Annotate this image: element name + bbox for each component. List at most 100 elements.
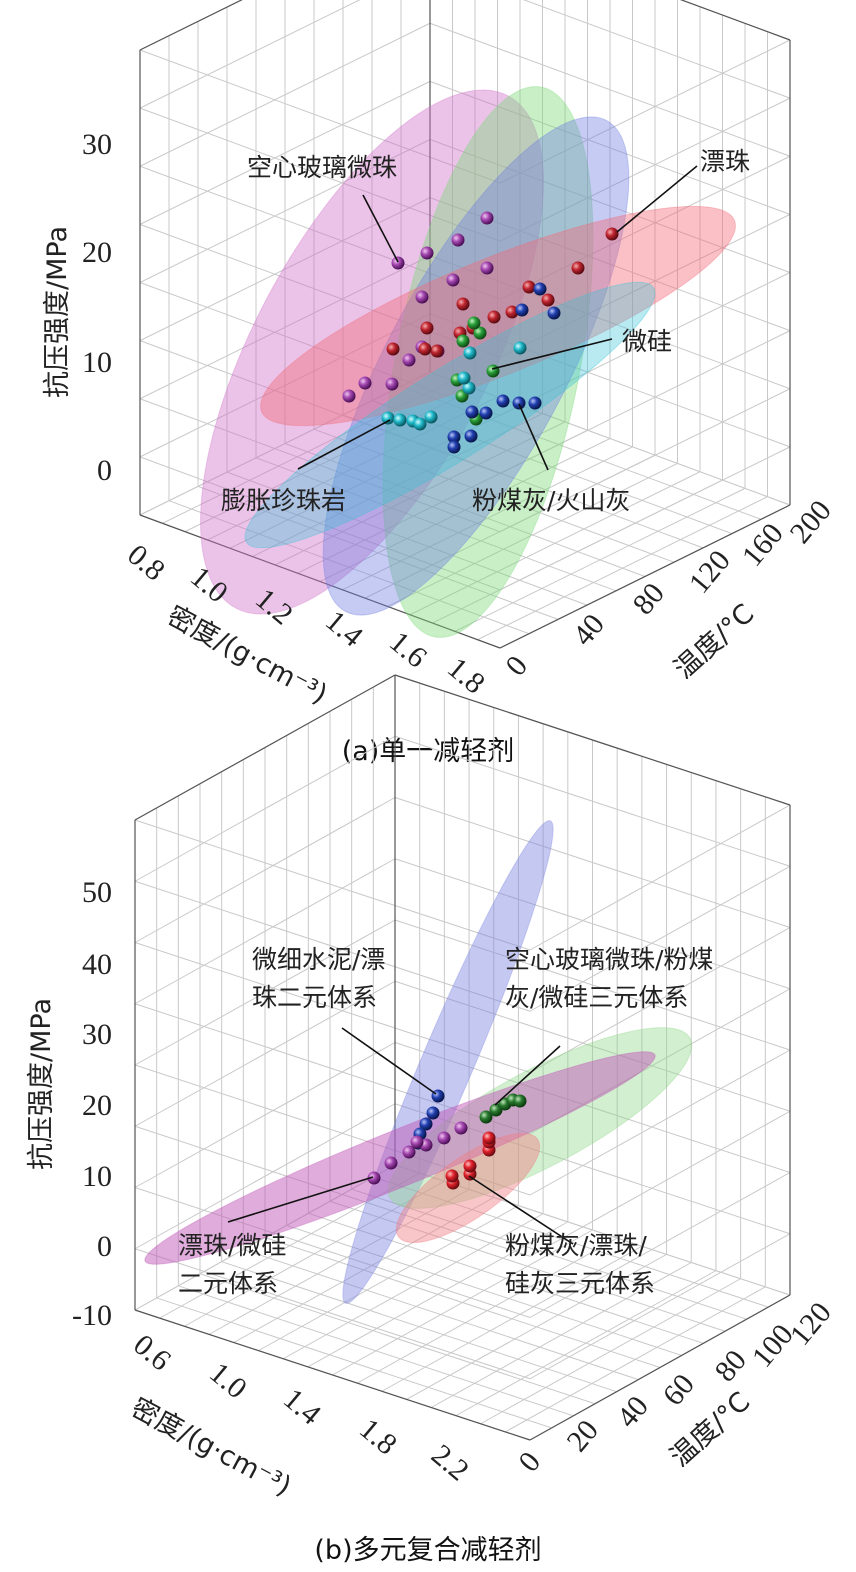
b-ytick-1: 20 bbox=[560, 1414, 605, 1458]
a-ytick-2: 80 bbox=[626, 577, 671, 621]
b-grid-floor-b bbox=[178, 1285, 574, 1417]
a-point bbox=[505, 305, 519, 319]
b-xtick-2: 1.4 bbox=[277, 1382, 327, 1431]
b-grid-floor-b bbox=[221, 1261, 617, 1393]
b-point bbox=[437, 1131, 451, 1145]
b-grid-z-floorright bbox=[529, 1233, 791, 1380]
a-point bbox=[480, 211, 494, 225]
b-ztick-30: 30 bbox=[82, 1018, 112, 1051]
a-point bbox=[522, 280, 536, 294]
b-point bbox=[367, 1171, 381, 1185]
a-point bbox=[515, 303, 529, 317]
chart-panel-a: 0 10 20 30 0.8 1.0 1.2 1.4 1.6 1.8 0 40 … bbox=[42, 0, 838, 767]
b-grid-z-floorright bbox=[529, 927, 791, 1073]
b-leader-line-3 bbox=[468, 1175, 574, 1245]
a-ztick-20: 20 bbox=[82, 236, 112, 269]
b-caption: (b)多元复合减轻剂 bbox=[314, 1535, 541, 1566]
b-point bbox=[426, 1106, 440, 1120]
b-grid-z-floorleft bbox=[134, 942, 531, 1073]
a-ztick-30: 30 bbox=[82, 128, 112, 161]
a-xtick-0: 0.8 bbox=[121, 538, 171, 587]
b-grid-floor-b bbox=[394, 1164, 791, 1296]
b-frame-top-right bbox=[394, 674, 791, 806]
a-ytick-0: 0 bbox=[499, 650, 534, 683]
a-point bbox=[413, 417, 427, 431]
a-point bbox=[512, 396, 526, 410]
a-grid-z-floorright bbox=[499, 272, 791, 416]
b-point bbox=[454, 1121, 468, 1135]
a-point bbox=[447, 440, 461, 454]
b-point bbox=[384, 1156, 398, 1170]
b-point bbox=[402, 1145, 416, 1159]
b-ytick-2: 40 bbox=[610, 1390, 655, 1434]
b-leader-line-0 bbox=[341, 1027, 437, 1095]
a-leader-line-3 bbox=[297, 419, 391, 470]
a-point bbox=[342, 389, 356, 403]
a-ylabel: 温度/°C bbox=[668, 598, 760, 685]
a-frame-floor-left bbox=[139, 514, 501, 649]
chart-a-leader-lines bbox=[297, 165, 698, 471]
a-grid-z-floorright bbox=[499, 97, 791, 242]
b-grid-z-floorright bbox=[529, 1172, 791, 1318]
b-point bbox=[513, 1094, 527, 1108]
a-point bbox=[456, 297, 470, 311]
b-frame-floor-right bbox=[529, 1294, 791, 1441]
a-point bbox=[451, 233, 465, 247]
b-point bbox=[410, 1135, 424, 1149]
a-point bbox=[402, 353, 416, 367]
b-label-ternary-glass-line2: 灰/微硅三元体系 bbox=[505, 983, 688, 1012]
a-point bbox=[496, 394, 510, 408]
b-grid-floor-b bbox=[199, 1273, 596, 1405]
b-label-microcement-line1: 微细水泥/漂 bbox=[252, 945, 385, 974]
b-ellipse-binary-floatbead bbox=[144, 1051, 656, 1265]
a-grid-floor-b bbox=[400, 385, 762, 520]
b-grid-z-floorright bbox=[529, 865, 791, 1012]
b-grid-z-floorleft bbox=[134, 1248, 531, 1380]
b-label-microcement-line2: 珠二元体系 bbox=[252, 983, 377, 1012]
b-ztick-40: 40 bbox=[82, 948, 112, 981]
a-label-hollow-glass: 空心玻璃微珠 bbox=[247, 153, 397, 182]
a-leader-line-2 bbox=[491, 338, 613, 370]
b-leader-line-2 bbox=[227, 1176, 374, 1223]
a-point bbox=[381, 411, 395, 425]
b-point bbox=[482, 1131, 496, 1145]
a-ytick-4: 160 bbox=[736, 517, 790, 573]
a-frame-top-left bbox=[139, 0, 243, 51]
a-zlabel: 抗压强度/MPa bbox=[42, 226, 73, 398]
b-label-binary-floatbead: 漂珠/微硅 二元体系 bbox=[178, 1231, 294, 1298]
a-grid-floor-b bbox=[429, 371, 791, 506]
a-point bbox=[571, 261, 585, 275]
a-point bbox=[486, 364, 500, 378]
chart-a-grid bbox=[139, 0, 791, 649]
a-grid-z-floorright bbox=[499, 39, 791, 184]
b-ztick-20: 20 bbox=[82, 1089, 112, 1122]
a-ztick-0: 0 bbox=[97, 454, 112, 487]
a-point bbox=[463, 346, 477, 360]
a-grid-z-floorleft bbox=[139, 340, 501, 475]
b-xtick-3: 1.8 bbox=[353, 1412, 403, 1461]
a-frame-top-right bbox=[679, 0, 791, 41]
chart-a-points bbox=[342, 211, 619, 454]
a-grid-floor-b bbox=[197, 485, 559, 620]
a-point bbox=[420, 246, 434, 260]
a-point bbox=[533, 282, 547, 296]
a-grid-floor-b bbox=[168, 500, 530, 635]
a-point bbox=[418, 342, 432, 356]
a-point bbox=[465, 405, 479, 419]
a-caption: (a)单一减轻剂 bbox=[342, 736, 515, 767]
a-ellipse-perlite bbox=[244, 281, 656, 549]
b-frame bbox=[134, 674, 791, 1441]
a-ztick-10: 10 bbox=[82, 346, 112, 379]
a-grid-z-floorleft bbox=[139, 223, 501, 358]
a-leader-line-4 bbox=[518, 403, 549, 471]
a-ellipse-flyash bbox=[322, 116, 630, 616]
a-point bbox=[393, 413, 407, 427]
a-point bbox=[513, 341, 527, 355]
a-grid-floor-b bbox=[226, 471, 588, 606]
b-frame-floor-left bbox=[134, 1309, 531, 1441]
b-ytick-3: 60 bbox=[656, 1368, 701, 1412]
a-grid-z-floorright bbox=[499, 213, 791, 358]
b-xtick-4: 2.2 bbox=[425, 1438, 475, 1487]
a-point bbox=[385, 377, 399, 391]
